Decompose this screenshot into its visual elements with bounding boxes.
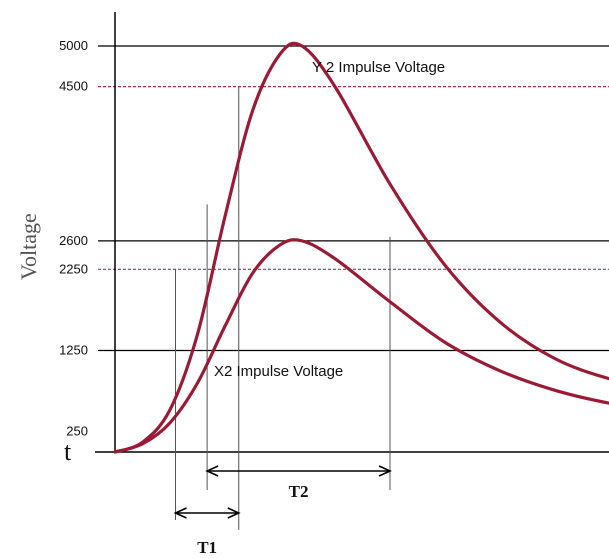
y-tick-labels: 5000 4500 2600 2250 1250 250 — [59, 38, 88, 439]
y-tick-label-2600: 2600 — [59, 233, 88, 248]
y-tick-label-250: 250 — [66, 424, 88, 439]
arrowhead-left — [173, 507, 187, 519]
interval-t1: T1 — [173, 507, 241, 557]
origin-label: t — [64, 437, 72, 466]
arrowhead-left — [205, 465, 219, 477]
y-axis-label: Voltage — [16, 213, 41, 280]
grid-lines — [98, 45, 609, 352]
series-label-y2: Y 2 Impulse Voltage — [312, 59, 445, 76]
interval-t2: T2 — [205, 465, 392, 501]
arrowhead-right — [378, 465, 392, 477]
y-tick-label-1250: 1250 — [59, 343, 88, 358]
time-marker-lines — [175, 86, 391, 530]
interval-label-t2: T2 — [289, 482, 309, 501]
interval-arrows: T1 T2 — [173, 465, 392, 557]
series-label-x2: X2 Impulse Voltage — [214, 363, 343, 380]
arrowhead-right — [227, 507, 241, 519]
y-tick-label-5000: 5000 — [59, 38, 88, 53]
y-tick-label-2250: 2250 — [59, 261, 88, 276]
interval-label-t1: T1 — [197, 538, 217, 557]
y-tick-label-4500: 4500 — [59, 79, 88, 94]
series-curves — [113, 41, 609, 454]
series-line-y2 — [113, 41, 609, 454]
axes — [95, 12, 609, 453]
series-line-x2 — [113, 238, 609, 454]
